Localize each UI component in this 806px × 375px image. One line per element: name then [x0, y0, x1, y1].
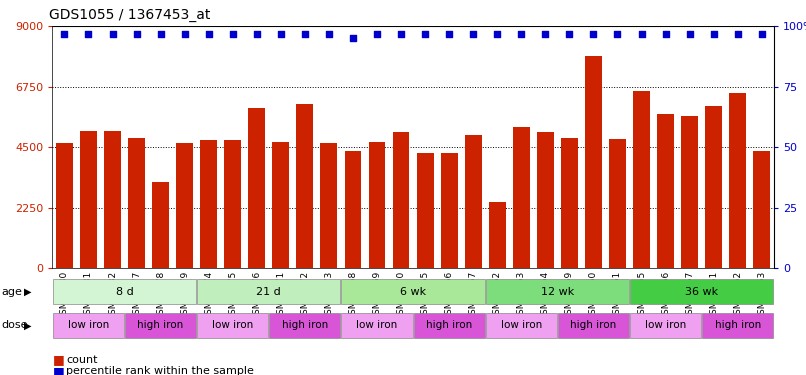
- Bar: [297, 104, 314, 268]
- Text: high iron: high iron: [138, 320, 184, 330]
- Text: percentile rank within the sample: percentile rank within the sample: [66, 366, 254, 375]
- Point: [82, 30, 95, 36]
- Point: [130, 30, 143, 36]
- Point: [106, 30, 119, 36]
- Bar: [177, 143, 193, 268]
- Text: ▶: ▶: [24, 286, 31, 297]
- Bar: [488, 202, 505, 268]
- Text: ■: ■: [52, 365, 64, 375]
- Bar: [56, 143, 73, 268]
- Text: high iron: high iron: [715, 320, 761, 330]
- FancyBboxPatch shape: [197, 279, 340, 304]
- Bar: [441, 153, 458, 268]
- Point: [539, 30, 552, 36]
- Point: [659, 30, 672, 36]
- Point: [178, 30, 191, 36]
- Point: [731, 30, 744, 36]
- FancyBboxPatch shape: [413, 313, 484, 338]
- Text: 6 wk: 6 wk: [400, 286, 426, 297]
- Point: [347, 35, 359, 41]
- FancyBboxPatch shape: [53, 279, 196, 304]
- Bar: [681, 116, 698, 268]
- Bar: [729, 93, 746, 268]
- Bar: [537, 132, 554, 268]
- Text: low iron: low iron: [212, 320, 253, 330]
- Bar: [465, 135, 482, 268]
- Point: [371, 30, 384, 36]
- Text: age: age: [2, 286, 23, 297]
- Text: dose: dose: [2, 320, 28, 330]
- Point: [563, 30, 575, 36]
- Bar: [585, 56, 602, 268]
- Bar: [754, 151, 771, 268]
- Bar: [705, 105, 722, 268]
- Bar: [368, 142, 385, 268]
- FancyBboxPatch shape: [125, 313, 196, 338]
- Point: [58, 30, 71, 36]
- Text: ▶: ▶: [24, 320, 31, 330]
- Bar: [224, 141, 241, 268]
- Point: [322, 30, 335, 36]
- Point: [611, 30, 624, 36]
- FancyBboxPatch shape: [630, 313, 701, 338]
- FancyBboxPatch shape: [702, 313, 773, 338]
- Text: low iron: low iron: [68, 320, 109, 330]
- Bar: [609, 139, 626, 268]
- Bar: [657, 114, 674, 268]
- Bar: [344, 151, 361, 268]
- FancyBboxPatch shape: [53, 313, 124, 338]
- Bar: [321, 143, 338, 268]
- Point: [202, 30, 215, 36]
- Text: low iron: low iron: [356, 320, 397, 330]
- Point: [587, 30, 600, 36]
- Point: [395, 30, 408, 36]
- Text: low iron: low iron: [501, 320, 542, 330]
- Bar: [561, 138, 578, 268]
- Point: [154, 30, 167, 36]
- FancyBboxPatch shape: [269, 313, 340, 338]
- Bar: [272, 142, 289, 268]
- Bar: [128, 138, 145, 268]
- FancyBboxPatch shape: [486, 279, 629, 304]
- Point: [442, 30, 455, 36]
- Point: [251, 30, 264, 36]
- Bar: [633, 91, 650, 268]
- Text: 36 wk: 36 wk: [685, 286, 718, 297]
- Point: [226, 30, 239, 36]
- Point: [755, 30, 768, 36]
- Text: high iron: high iron: [426, 320, 472, 330]
- FancyBboxPatch shape: [558, 313, 629, 338]
- Bar: [513, 127, 530, 268]
- Bar: [104, 131, 121, 268]
- Point: [467, 30, 480, 36]
- Text: ■: ■: [52, 354, 64, 366]
- FancyBboxPatch shape: [486, 313, 557, 338]
- FancyBboxPatch shape: [342, 279, 484, 304]
- Bar: [80, 131, 97, 268]
- Bar: [393, 132, 409, 268]
- Text: low iron: low iron: [645, 320, 686, 330]
- Bar: [248, 108, 265, 268]
- Point: [274, 30, 287, 36]
- FancyBboxPatch shape: [197, 313, 268, 338]
- Point: [418, 30, 431, 36]
- Point: [298, 30, 311, 36]
- Point: [707, 30, 720, 36]
- Bar: [417, 153, 434, 268]
- Text: 12 wk: 12 wk: [541, 286, 574, 297]
- Text: 8 d: 8 d: [115, 286, 134, 297]
- Text: count: count: [66, 355, 98, 365]
- FancyBboxPatch shape: [630, 279, 773, 304]
- Point: [635, 30, 648, 36]
- Text: high iron: high iron: [282, 320, 328, 330]
- Text: GDS1055 / 1367453_at: GDS1055 / 1367453_at: [49, 9, 210, 22]
- Bar: [152, 182, 169, 268]
- Text: 21 d: 21 d: [256, 286, 281, 297]
- Text: high iron: high iron: [571, 320, 617, 330]
- FancyBboxPatch shape: [342, 313, 413, 338]
- Bar: [200, 141, 217, 268]
- Point: [515, 30, 528, 36]
- Point: [683, 30, 696, 36]
- Point: [491, 30, 504, 36]
